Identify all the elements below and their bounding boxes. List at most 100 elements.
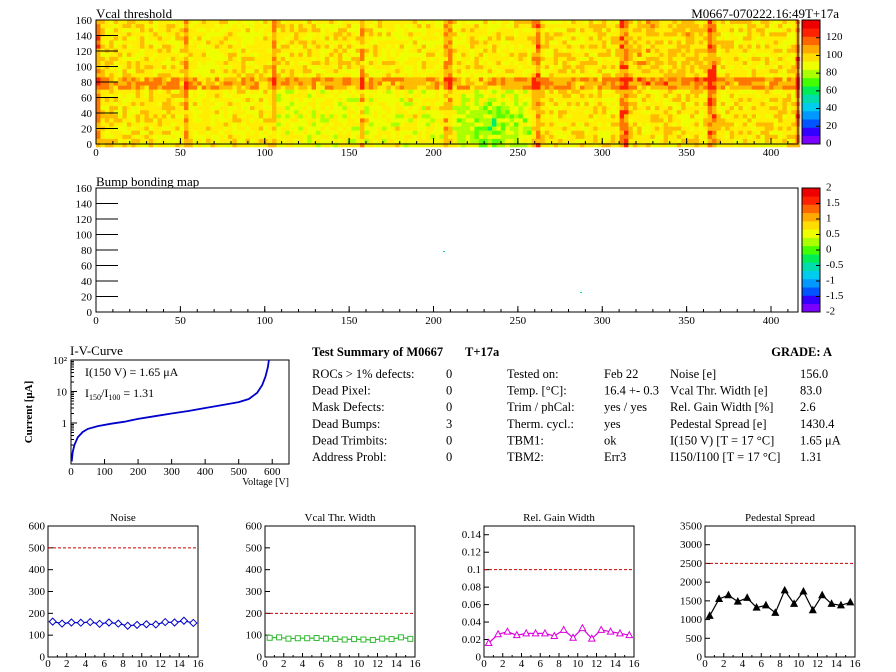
heatmap-cell	[650, 69, 655, 74]
heatmap-cell	[668, 93, 673, 99]
heatmap-cell	[619, 69, 625, 74]
heatmap-cell	[131, 122, 136, 127]
heatmap-cell	[404, 40, 409, 45]
heatmap-cell	[294, 118, 299, 123]
heatmap-cell	[650, 85, 655, 90]
heatmap-cell	[716, 36, 721, 41]
heatmap-cell	[756, 93, 761, 99]
heatmap-cell	[588, 106, 594, 111]
heatmap-cell	[637, 97, 642, 103]
heatmap-cell	[302, 24, 308, 29]
heatmap-cell	[329, 97, 334, 103]
heatmap-cell	[514, 52, 519, 58]
heatmap-cell	[236, 56, 242, 62]
heatmap-cell	[782, 28, 787, 33]
heatmap-cell	[219, 130, 224, 135]
heatmap-cell	[214, 106, 220, 111]
heatmap-cell	[430, 93, 435, 99]
heatmap-cell	[470, 65, 475, 70]
heatmap-cell	[263, 110, 268, 115]
heatmap-cell	[294, 102, 299, 107]
heatmap-cell	[461, 134, 466, 140]
heatmap-cell	[113, 138, 119, 144]
heatmap-cell	[368, 110, 374, 115]
heatmap-cell	[531, 77, 537, 82]
heatmap-cell	[624, 81, 629, 86]
heatmap-cell	[584, 40, 589, 45]
heatmap-cell	[434, 36, 440, 41]
heatmap-cell	[104, 134, 110, 140]
heatmap-cell	[346, 93, 352, 99]
heatmap-cell	[654, 20, 660, 25]
heatmap-cell	[210, 61, 215, 66]
heatmap-cell	[778, 73, 783, 78]
heatmap-cell	[663, 28, 669, 33]
heatmap-cell	[663, 85, 669, 90]
heatmap-cell	[219, 77, 224, 82]
heatmap-cell	[258, 65, 264, 70]
heatmap-cell	[285, 40, 290, 45]
heatmap-cell	[540, 36, 545, 41]
heatmap-cell	[778, 93, 783, 99]
heatmap-cell	[188, 65, 193, 70]
heatmap-cell	[355, 110, 361, 115]
heatmap-cell	[223, 36, 229, 41]
heatmap-cell	[474, 126, 479, 131]
heatmap-cell	[703, 81, 708, 86]
heatmap-cell	[663, 65, 669, 70]
heatmap-cell	[641, 40, 647, 45]
heatmap-cell	[646, 81, 651, 86]
heatmap-cell	[698, 61, 704, 66]
heatmap-cell	[742, 20, 748, 25]
heatmap-cell	[109, 118, 114, 123]
heatmap-cell	[663, 20, 669, 25]
heatmap-cell	[650, 36, 655, 41]
heatmap-cell	[245, 106, 251, 111]
heatmap-cell	[285, 106, 290, 111]
heatmap-cell	[505, 102, 510, 107]
heatmap-cell	[707, 44, 713, 49]
heatmap-cell	[685, 93, 691, 99]
heatmap-cell	[782, 102, 787, 107]
heatmap-cell	[470, 48, 475, 53]
heatmap-cell	[426, 52, 431, 58]
heatmap-cell	[439, 143, 444, 148]
heatmap-cell	[100, 134, 105, 140]
heatmap-cell	[170, 32, 176, 37]
heatmap-cell	[531, 106, 537, 111]
heatmap-cell	[703, 126, 708, 131]
heatmap-cell	[210, 44, 215, 49]
heatmap-cell	[316, 36, 321, 41]
heatmap-cell	[100, 138, 105, 144]
heatmap-cell	[522, 143, 528, 148]
heatmap-cell	[712, 24, 717, 29]
heatmap-cell	[214, 89, 220, 94]
heatmap-cell	[742, 126, 748, 131]
heatmap-cell	[668, 106, 673, 111]
heatmap-cell	[522, 61, 528, 66]
heatmap-cell	[571, 118, 576, 123]
heatmap-cell	[461, 52, 466, 58]
heatmap-cell	[452, 118, 457, 123]
heatmap-cell	[382, 61, 387, 66]
heatmap-cell	[694, 97, 699, 103]
heatmap-cell	[624, 24, 629, 29]
heatmap-cell	[421, 118, 427, 123]
heatmap-cell	[399, 89, 405, 94]
heatmap-cell	[531, 134, 537, 140]
heatmap-cell	[566, 77, 572, 82]
heatmap-cell	[434, 102, 440, 107]
heatmap-cell	[166, 106, 171, 111]
heatmap-cell	[760, 102, 765, 107]
heatmap-cell	[760, 81, 765, 86]
heatmap-cell	[170, 20, 176, 25]
heatmap-cell	[294, 44, 299, 49]
heatmap-cell	[100, 85, 105, 90]
heatmap-cell	[351, 24, 356, 29]
heatmap-cell	[487, 44, 493, 49]
heatmap-cell	[316, 44, 321, 49]
heatmap-cell	[483, 44, 488, 49]
heatmap-cell	[272, 32, 277, 37]
heatmap-cell	[140, 106, 145, 111]
heatmap-cell	[360, 44, 365, 49]
